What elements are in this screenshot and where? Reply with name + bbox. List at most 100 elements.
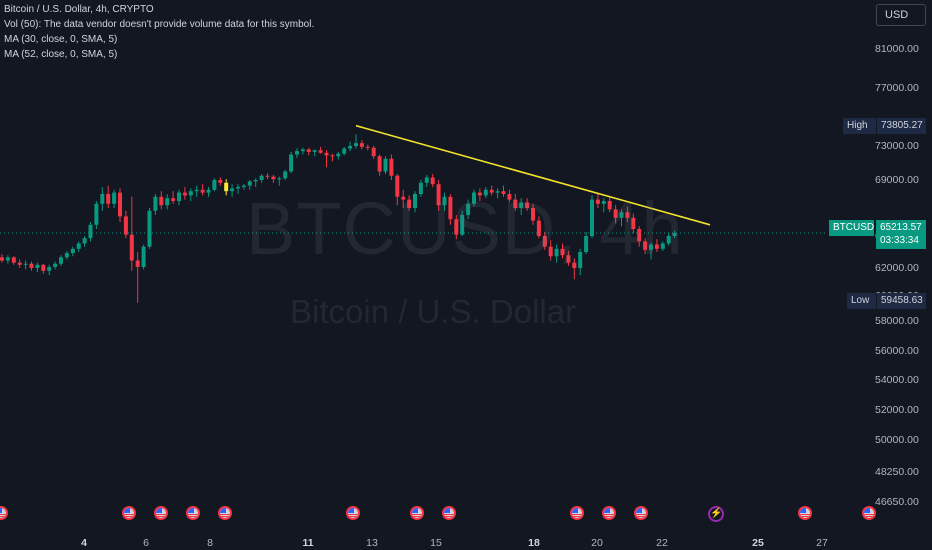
candle-body [300,149,305,152]
low-tag: Low [847,293,876,309]
us-flag-event-icon[interactable] [410,506,424,520]
candle-body [88,224,93,239]
candle-body [401,196,406,200]
candle-body [106,194,111,204]
candle-body [395,175,400,197]
candle-body [584,236,589,252]
candle-body [389,158,394,176]
us-flag-event-icon[interactable] [218,506,232,520]
us-flag-event-icon[interactable] [154,506,168,520]
candle-body [643,241,648,250]
candle-body [177,192,181,201]
candle-body [100,194,105,204]
candle-body [23,263,28,265]
candle-body [306,149,311,152]
candle-body [660,243,665,249]
us-flag-event-icon[interactable] [0,506,8,520]
lightning-event-icon[interactable]: ⚡ [708,506,724,522]
candle-body [265,175,270,177]
time-axis[interactable]: 4 6 8 11 13 15 18 20 22 25 27 [0,530,932,550]
us-flag-event-icon[interactable] [602,506,616,520]
us-flag-event-icon[interactable] [186,506,200,520]
price-axis[interactable]: 81000.0077000.0073000.0069000.0065000.00… [828,0,932,515]
candle-body [531,208,535,221]
low-value: 59458.63 [876,293,926,309]
price-tick-label: 77000.00 [875,82,919,94]
candle-body [483,189,488,196]
currency-button[interactable]: USD [876,4,926,26]
candle-body [572,262,577,268]
candle-body [595,199,600,204]
candle-body [53,263,58,267]
candle-body [253,180,258,182]
candle-body [472,192,476,204]
candle-body [489,189,494,193]
candle-body [560,248,565,256]
candle-body [365,146,370,148]
time-tick-label: 15 [430,537,442,549]
candle-body [430,177,435,185]
legend-ma-52[interactable]: MA (52, close, 0, SMA, 5) [4,49,118,60]
candle-body [525,202,530,208]
us-flag-event-icon[interactable] [570,506,584,520]
time-tick-label: 18 [528,537,540,549]
price-tick-label: 50000.00 [875,434,919,446]
candle-body [5,257,10,261]
candle-body [519,202,524,208]
candle-body [206,189,211,193]
legend-ma-30[interactable]: MA (30, close, 0, SMA, 5) [4,34,118,45]
candle-body [47,266,52,271]
candle-body [259,175,264,180]
us-flag-event-icon[interactable] [798,506,812,520]
current-symbol-tag: BTCUSD [829,220,874,236]
candle-body [454,219,459,235]
candle-body [123,216,128,235]
candle-body [171,198,176,201]
candle-body [330,155,335,157]
plot-background [0,0,828,530]
candle-body [407,199,412,208]
us-flag-event-icon[interactable] [634,506,648,520]
candle-body [507,194,512,200]
candle-body [112,192,117,204]
bar-countdown: 03:33:34 [876,233,926,249]
candle-body [324,152,329,156]
price-tick-label: 62000.00 [875,262,919,274]
candle-body [548,246,553,257]
time-tick-label: 22 [656,537,668,549]
candle-body [566,255,571,263]
price-chart[interactable] [0,0,828,530]
us-flag-event-icon[interactable] [442,506,456,520]
candle-body [236,187,240,189]
time-tick-label: 27 [816,537,828,549]
price-tick-label: 81000.00 [875,43,919,55]
high-tag: High [843,118,876,134]
candle-body [418,182,423,194]
candle-body [76,243,81,249]
price-tick-label: 58000.00 [875,315,919,327]
price-tick-label: 52000.00 [875,404,919,416]
price-tick-label: 56000.00 [875,345,919,357]
candle-body [613,209,618,218]
candle-body [654,244,659,249]
candle-body [666,236,671,244]
current-price: 65213.57 [876,220,926,236]
us-flag-event-icon[interactable] [862,506,876,520]
candle-body [271,176,276,180]
candle-body [359,143,364,147]
candle-body [188,191,193,196]
us-flag-event-icon[interactable] [122,506,136,520]
candle-body [64,253,69,258]
time-tick-label: 8 [207,537,213,549]
time-tick-label: 20 [591,537,603,549]
us-flag-event-icon[interactable] [346,506,360,520]
candle-body [118,192,122,217]
legend-volume[interactable]: Vol (50): The data vendor doesn't provid… [4,19,315,30]
legend-symbol-title[interactable]: Bitcoin / U.S. Dollar, 4h, CRYPTO [4,4,154,15]
candle-body [631,217,636,229]
candle-body [141,246,146,267]
price-tick-label: 69000.00 [875,174,919,186]
candle-body [649,244,653,250]
candle-body [29,263,34,268]
candle-body [159,196,164,206]
